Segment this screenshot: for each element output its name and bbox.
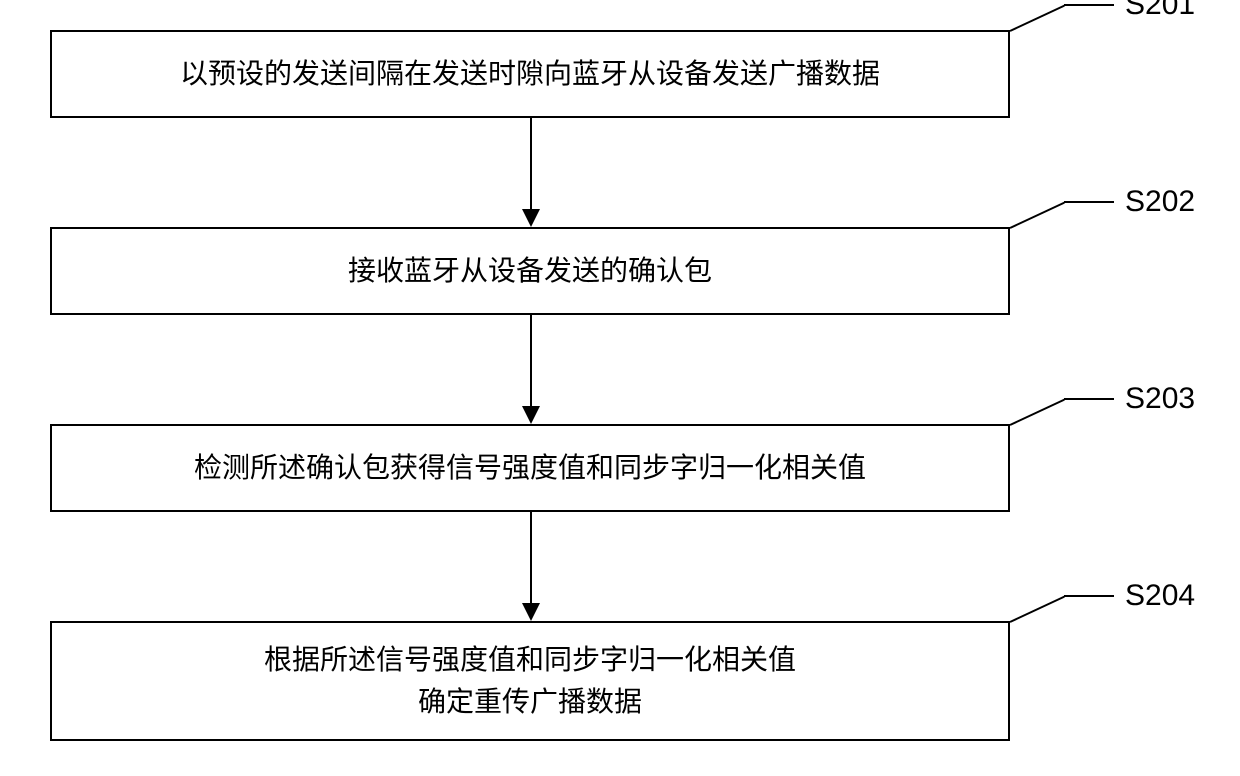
callout-slash-s203	[1010, 399, 1065, 426]
step-label-s204: S204	[1125, 579, 1195, 613]
step-label-s202: S202	[1125, 185, 1195, 219]
arrow-2-line	[530, 315, 532, 406]
callout-slash-s202	[1010, 202, 1065, 229]
step-text-s204-line2: 确定重传广播数据	[418, 686, 642, 717]
arrow-1-head	[522, 209, 540, 227]
step-text-s204-line1: 根据所述信号强度值和同步字归一化相关值	[264, 644, 796, 675]
step-label-s201: S201	[1125, 0, 1195, 22]
arrow-3-head	[522, 603, 540, 621]
step-box-s203: 检测所述确认包获得信号强度值和同步字归一化相关值	[50, 424, 1010, 512]
callout-slash-s201	[1010, 5, 1065, 32]
step-box-s201: 以预设的发送间隔在发送时隙向蓝牙从设备发送广播数据	[50, 30, 1010, 118]
callout-h-s202	[1064, 201, 1114, 203]
step-label-s203: S203	[1125, 382, 1195, 416]
step-box-s202: 接收蓝牙从设备发送的确认包	[50, 227, 1010, 315]
step-text-s202: 接收蓝牙从设备发送的确认包	[338, 246, 722, 296]
arrow-1-line	[530, 118, 532, 209]
step-box-s204: 根据所述信号强度值和同步字归一化相关值 确定重传广播数据	[50, 621, 1010, 741]
step-text-s203: 检测所述确认包获得信号强度值和同步字归一化相关值	[184, 443, 876, 493]
callout-slash-s204	[1010, 596, 1065, 623]
step-text-s201: 以预设的发送间隔在发送时隙向蓝牙从设备发送广播数据	[170, 49, 890, 99]
callout-h-s204	[1064, 595, 1114, 597]
step-text-s204: 根据所述信号强度值和同步字归一化相关值 确定重传广播数据	[254, 635, 806, 727]
arrow-2-head	[522, 406, 540, 424]
arrow-3-line	[530, 512, 532, 603]
callout-h-s201	[1064, 4, 1114, 6]
flowchart-canvas: 以预设的发送间隔在发送时隙向蓝牙从设备发送广播数据 S201 接收蓝牙从设备发送…	[0, 0, 1240, 776]
callout-h-s203	[1064, 398, 1114, 400]
